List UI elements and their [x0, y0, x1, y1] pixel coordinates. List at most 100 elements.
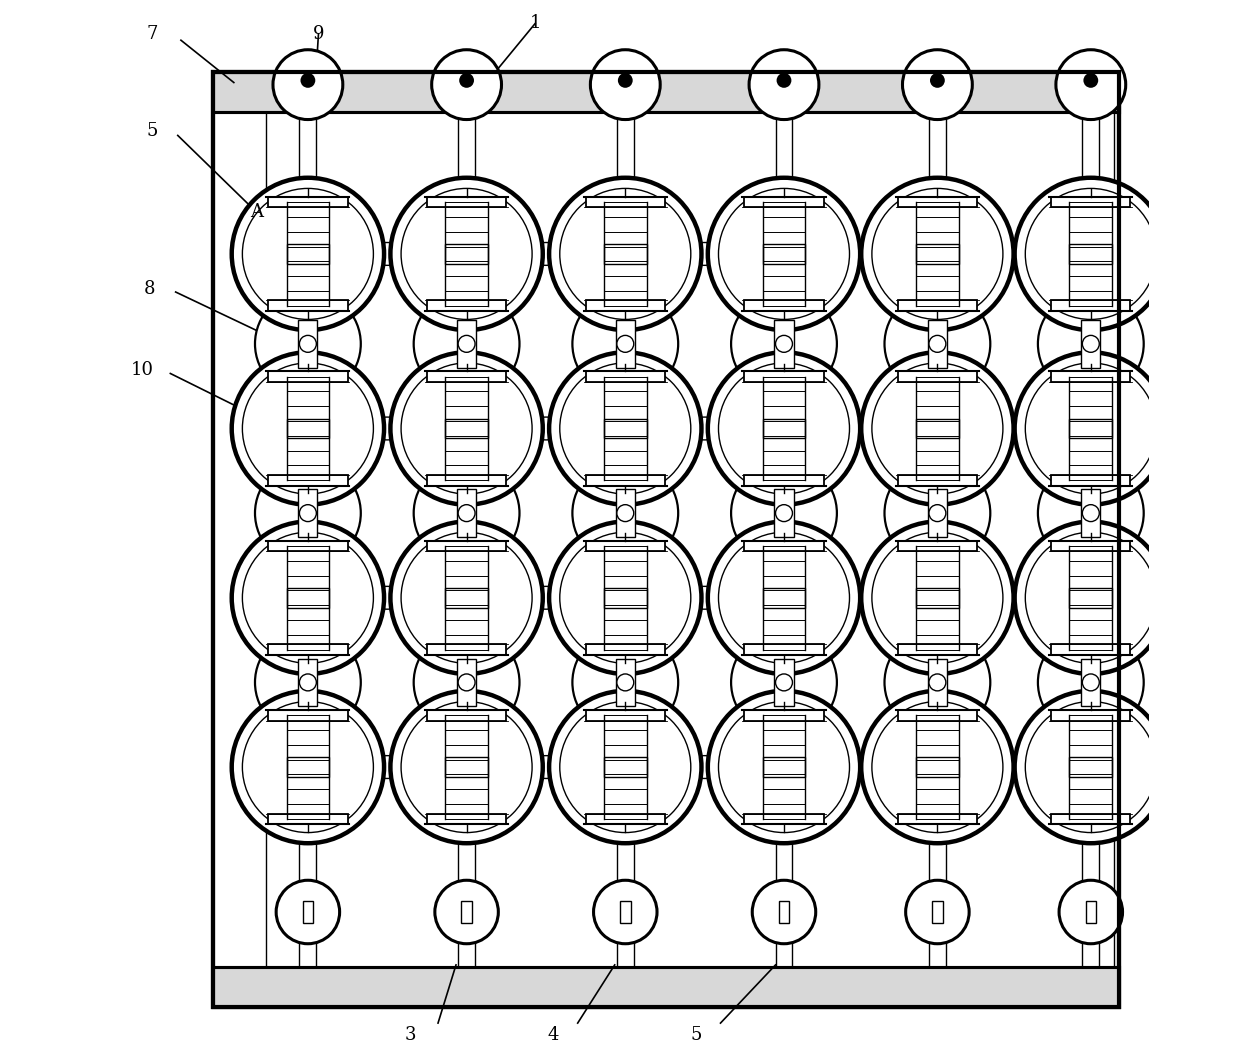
Polygon shape — [445, 758, 487, 777]
Text: 1: 1 — [529, 14, 541, 33]
Circle shape — [862, 352, 1013, 505]
Circle shape — [414, 460, 520, 566]
Circle shape — [255, 291, 361, 397]
Text: 4: 4 — [548, 1025, 559, 1044]
Polygon shape — [932, 901, 942, 923]
Circle shape — [775, 335, 792, 352]
Circle shape — [929, 335, 946, 352]
Circle shape — [573, 460, 678, 566]
Text: 3: 3 — [404, 1025, 417, 1044]
Polygon shape — [585, 371, 665, 382]
Circle shape — [862, 522, 1013, 674]
Circle shape — [718, 701, 849, 833]
Circle shape — [776, 73, 791, 88]
Circle shape — [1025, 188, 1157, 320]
Polygon shape — [779, 901, 790, 923]
Circle shape — [619, 338, 631, 350]
Circle shape — [391, 522, 543, 674]
Circle shape — [1014, 352, 1167, 505]
Circle shape — [1014, 178, 1167, 330]
Polygon shape — [585, 814, 665, 824]
Circle shape — [777, 507, 790, 519]
Polygon shape — [445, 244, 487, 263]
Circle shape — [435, 880, 498, 944]
Polygon shape — [775, 489, 794, 537]
Circle shape — [255, 630, 361, 735]
Polygon shape — [299, 320, 317, 367]
Polygon shape — [268, 541, 347, 551]
Polygon shape — [427, 644, 506, 655]
Circle shape — [931, 676, 944, 689]
Polygon shape — [928, 658, 947, 707]
Circle shape — [618, 73, 632, 88]
Text: 8: 8 — [144, 279, 155, 298]
Circle shape — [872, 701, 1003, 833]
Polygon shape — [1052, 371, 1131, 382]
Polygon shape — [898, 371, 977, 382]
Circle shape — [549, 178, 702, 330]
Polygon shape — [775, 658, 794, 707]
Circle shape — [708, 691, 861, 843]
Polygon shape — [1081, 489, 1100, 537]
Polygon shape — [286, 244, 329, 263]
Polygon shape — [604, 588, 646, 607]
Circle shape — [559, 188, 691, 320]
Circle shape — [414, 630, 520, 735]
Circle shape — [559, 532, 691, 663]
Polygon shape — [898, 710, 977, 720]
Circle shape — [299, 674, 316, 691]
Circle shape — [929, 505, 946, 522]
Polygon shape — [268, 197, 347, 207]
Polygon shape — [458, 658, 476, 707]
Circle shape — [432, 50, 501, 120]
Polygon shape — [268, 644, 347, 655]
Circle shape — [884, 291, 991, 397]
Circle shape — [273, 50, 342, 120]
Polygon shape — [604, 244, 646, 263]
Polygon shape — [928, 489, 947, 537]
Circle shape — [616, 674, 634, 691]
Polygon shape — [916, 244, 959, 263]
Polygon shape — [427, 475, 506, 486]
Text: 10: 10 — [130, 361, 154, 380]
Circle shape — [1038, 460, 1143, 566]
Polygon shape — [585, 541, 665, 551]
Polygon shape — [898, 644, 977, 655]
Circle shape — [391, 352, 543, 505]
Circle shape — [884, 460, 991, 566]
Polygon shape — [1052, 814, 1131, 824]
Circle shape — [458, 505, 475, 522]
Polygon shape — [585, 644, 665, 655]
Polygon shape — [427, 541, 506, 551]
Circle shape — [391, 178, 543, 330]
Polygon shape — [916, 588, 959, 607]
Circle shape — [929, 674, 946, 691]
Circle shape — [775, 674, 792, 691]
Circle shape — [301, 676, 314, 689]
Circle shape — [718, 532, 849, 663]
Polygon shape — [458, 489, 476, 537]
Polygon shape — [616, 320, 635, 367]
Polygon shape — [916, 419, 959, 438]
Polygon shape — [1081, 320, 1100, 367]
Circle shape — [616, 335, 634, 352]
Polygon shape — [1085, 901, 1096, 923]
Circle shape — [718, 188, 849, 320]
Polygon shape — [445, 588, 487, 607]
Polygon shape — [898, 197, 977, 207]
Circle shape — [460, 338, 472, 350]
Text: 9: 9 — [312, 24, 324, 43]
Circle shape — [931, 338, 944, 350]
Circle shape — [460, 507, 472, 519]
Polygon shape — [744, 814, 823, 824]
Polygon shape — [744, 541, 823, 551]
Polygon shape — [898, 541, 977, 551]
Polygon shape — [1052, 644, 1131, 655]
Circle shape — [242, 188, 373, 320]
Circle shape — [232, 522, 384, 674]
Polygon shape — [299, 658, 317, 707]
Polygon shape — [1081, 658, 1100, 707]
Circle shape — [903, 50, 972, 120]
Polygon shape — [763, 758, 805, 777]
Polygon shape — [928, 320, 947, 367]
